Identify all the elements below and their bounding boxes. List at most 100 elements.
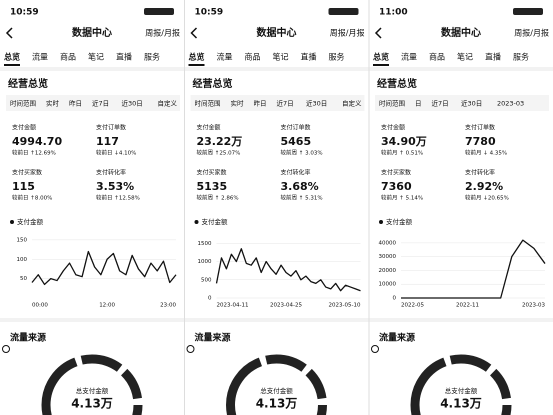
section-title: 经营总览	[377, 77, 417, 90]
status-time: 10:59	[195, 8, 224, 18]
report-link[interactable]: 周报/月报	[330, 28, 365, 38]
y-tick-label: 0	[208, 296, 212, 302]
x-tick-label: 2023-04-25	[270, 303, 302, 309]
filter-option[interactable]: 近30日	[461, 99, 482, 108]
y-tick-label: 100	[17, 257, 28, 263]
tab[interactable]: 服务	[329, 52, 345, 62]
tab-indicator	[373, 64, 389, 66]
filter-option[interactable]: 实时	[231, 99, 245, 108]
report-link[interactable]: 周报/月报	[145, 28, 180, 38]
x-tick-label: 23:00	[160, 303, 176, 309]
metric-label: 支付转化率	[281, 169, 311, 177]
donut-label: 总支付金额	[445, 386, 478, 395]
x-tick-label: 2023-05-10	[329, 303, 361, 309]
tab[interactable]: 总览	[373, 52, 389, 62]
y-tick-label: 1500	[198, 241, 212, 247]
metric-value: 3.68%	[281, 180, 319, 193]
tab[interactable]: 服务	[144, 52, 160, 62]
metric-change: 较前周 ↑ 5.31%	[281, 194, 323, 202]
y-tick-label: 50	[20, 276, 27, 282]
metric-change: 较前周 ↑ 3.03%	[281, 149, 323, 157]
back-arrow[interactable]	[190, 27, 198, 39]
tab[interactable]: 总览	[189, 52, 205, 62]
tab[interactable]: 直播	[485, 52, 501, 62]
metric-change: 较前月 ↑ 0.51%	[381, 149, 423, 157]
divider	[0, 67, 184, 71]
line	[31, 250, 177, 286]
tab[interactable]: 笔记	[88, 52, 104, 62]
filter-option[interactable]: 近7日	[277, 99, 294, 108]
tab[interactable]: 直播	[116, 52, 132, 62]
metric-label: 支付订单数	[465, 124, 495, 132]
filter-option[interactable]: 日	[415, 100, 422, 108]
filter-option: 时间范围	[10, 99, 36, 108]
filter-option[interactable]: 近30日	[306, 99, 327, 108]
metric-change: 较前周 ↑ 2.86%	[197, 194, 239, 202]
tab[interactable]: 商品	[429, 52, 445, 62]
background	[184, 0, 369, 415]
metric-label: 支付转化率	[96, 169, 126, 177]
donut-ring	[410, 354, 512, 415]
chart-label: 支付金额	[386, 217, 413, 226]
report-link[interactable]: 周报/月报	[514, 28, 549, 38]
metric-label: 支付转化率	[465, 169, 495, 177]
tab[interactable]: 流量	[32, 52, 48, 62]
filter-option[interactable]: 2023-03	[497, 100, 524, 108]
filter-option[interactable]: 自定义	[158, 99, 178, 108]
back-arrow[interactable]	[5, 27, 13, 39]
tab[interactable]: 服务	[513, 52, 529, 62]
filter-option[interactable]: 昨日	[69, 99, 82, 108]
back-arrow[interactable]	[374, 27, 382, 39]
y-tick-label: 150	[17, 237, 28, 243]
filter-option[interactable]: 近7日	[92, 99, 109, 108]
chart-label: 支付金额	[17, 217, 44, 226]
metric-label: 支付金额	[12, 124, 36, 132]
filter-option: 时间范围	[195, 99, 221, 108]
donut-value: 4.13万	[440, 397, 482, 411]
tab[interactable]: 流量	[217, 52, 233, 62]
metric-label: 支付金额	[197, 124, 221, 132]
tab[interactable]: 商品	[245, 52, 261, 62]
filter-option[interactable]: 昨日	[254, 99, 267, 108]
x-tick-label: 00:00	[32, 303, 48, 309]
chart-label: 支付金额	[202, 217, 229, 226]
y-tick-label: 1000	[198, 259, 212, 265]
tab[interactable]: 笔记	[457, 52, 473, 62]
filter-option[interactable]: 自定义	[342, 99, 362, 108]
y-tick-label: 500	[201, 277, 212, 283]
metric-change: 较前月 ↑ 5.14%	[381, 194, 423, 202]
tab[interactable]: 总览	[4, 52, 20, 62]
filter-option: 时间范围	[379, 99, 405, 108]
filter-option[interactable]: 近7日	[432, 99, 449, 108]
metric-label: 支付买家数	[12, 169, 42, 177]
line	[401, 239, 546, 299]
section-title: 经营总览	[8, 77, 48, 90]
tab[interactable]: 直播	[301, 52, 317, 62]
legend-dot	[194, 220, 199, 224]
y-tick-label: 40000	[379, 240, 397, 246]
tab[interactable]: 商品	[60, 52, 76, 62]
status-time: 11:00	[379, 8, 408, 18]
metric-value: 4994.70	[12, 135, 62, 148]
donut-ring	[41, 354, 143, 415]
filter-option[interactable]: 实时	[46, 99, 60, 108]
header-title: 数据中心	[257, 26, 297, 39]
metric-change: 较前日 ↓4.10%	[96, 149, 136, 157]
donut-value: 4.13万	[71, 397, 113, 411]
divider	[0, 318, 184, 322]
metric-label: 支付金额	[381, 124, 405, 132]
donut-label: 总支付金额	[76, 386, 109, 395]
section-title: 经营总览	[193, 77, 233, 90]
tab[interactable]: 笔记	[273, 52, 289, 62]
metric-change: 较前日 ↑12.69%	[12, 149, 56, 157]
source-icon	[186, 345, 195, 353]
tab[interactable]: 流量	[401, 52, 417, 62]
metric-value: 2.92%	[465, 180, 503, 193]
tab-indicator	[4, 64, 20, 66]
header-title: 数据中心	[72, 26, 112, 39]
x-tick-label: 2022-11	[456, 303, 479, 309]
donut-ring	[226, 354, 327, 415]
filter-option[interactable]: 近30日	[122, 99, 143, 108]
status-icons	[513, 8, 543, 15]
